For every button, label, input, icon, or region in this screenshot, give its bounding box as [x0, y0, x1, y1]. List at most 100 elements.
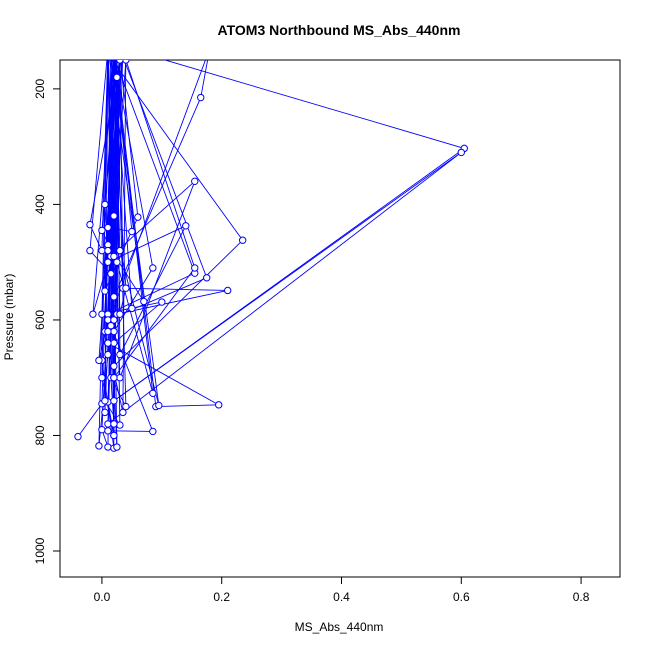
data-point: [107, 270, 115, 278]
series-segment: [89, 60, 108, 251]
series-segment: [104, 60, 206, 332]
x-tick-label: 0.4: [333, 590, 350, 604]
x-axis-label: MS_Abs_440nm: [295, 620, 384, 634]
data-point: [110, 293, 118, 301]
data-point: [457, 148, 465, 157]
data-point: [104, 246, 112, 255]
data-point: [116, 60, 124, 64]
data-point: [104, 350, 112, 359]
series-segment: [114, 60, 196, 274]
series-lines: [77, 60, 465, 449]
series-segment: [111, 60, 244, 241]
data-point: [158, 298, 166, 306]
data-point: [128, 227, 136, 236]
series-segment: [113, 239, 243, 367]
series-segment: [116, 290, 228, 315]
series-segment: [107, 342, 219, 406]
data-point: [104, 443, 112, 451]
series-segment: [114, 60, 154, 269]
data-point: [110, 316, 118, 324]
data-point: [191, 177, 199, 186]
series-segment: [107, 152, 462, 425]
data-point: [122, 402, 130, 411]
data-point: [113, 258, 121, 266]
series-segment: [119, 250, 160, 406]
series-segment: [113, 267, 196, 378]
data-point: [134, 213, 142, 221]
data-point: [119, 408, 127, 417]
series-segment: [110, 60, 115, 424]
data-point: [98, 226, 106, 235]
y-tick-label: 1000: [33, 537, 47, 564]
series-segment: [119, 288, 127, 315]
data-point: [86, 246, 94, 255]
data-point: [98, 310, 106, 318]
data-point: [86, 220, 94, 229]
chart-title: ATOM3 Northbound MS_Abs_440nm: [218, 22, 461, 38]
data-point: [122, 60, 130, 64]
series-segment: [113, 60, 133, 309]
series-segment: [107, 272, 195, 315]
series-segment: [116, 262, 154, 394]
data-point: [107, 322, 115, 330]
series-segment: [77, 403, 103, 437]
data-point: [224, 286, 232, 295]
data-point: [74, 432, 82, 441]
data-point: [191, 264, 199, 272]
data-point: [155, 401, 163, 410]
series-segment: [113, 267, 154, 332]
series-segment: [107, 430, 153, 432]
series-segment: [113, 152, 462, 402]
data-point: [215, 401, 223, 409]
data-point: [110, 212, 118, 220]
data-point: [116, 421, 124, 429]
data-point: [110, 374, 118, 382]
series-segment: [122, 287, 228, 291]
data-point: [149, 264, 157, 272]
x-tick-label: 0.0: [94, 590, 111, 604]
x-tick-label: 0.8: [573, 590, 590, 604]
series-segment: [200, 60, 209, 98]
data-point: [104, 258, 112, 266]
y-tick-label: 600: [33, 310, 47, 330]
data-point: [140, 297, 148, 306]
data-point: [98, 374, 106, 382]
series-segment: [107, 60, 115, 332]
y-tick-label: 400: [33, 194, 47, 214]
x-axis: 0.0 0.2 0.4 0.6 0.8: [94, 577, 590, 604]
data-point: [149, 427, 157, 436]
series-segment: [110, 325, 154, 432]
data-point: [110, 252, 118, 261]
data-point: [116, 350, 124, 359]
data-point: [113, 73, 121, 82]
data-point: [128, 304, 136, 313]
x-tick-label: 0.6: [453, 590, 470, 604]
series-segment: [119, 225, 187, 355]
series-segment: [155, 404, 219, 408]
series-segment: [113, 60, 118, 257]
data-point: [110, 397, 118, 405]
data-point: [203, 274, 211, 282]
data-point: [182, 222, 190, 230]
data-point: [101, 287, 109, 295]
data-point: [98, 246, 106, 255]
data-point: [101, 397, 109, 405]
data-point: [110, 431, 118, 440]
y-axis: 200 400 600 800 1000: [33, 79, 60, 564]
data-point: [101, 200, 109, 209]
data-point: [238, 236, 247, 244]
series-segment: [113, 60, 121, 315]
data-point: [110, 420, 118, 428]
y-tick-label: 200: [33, 79, 47, 99]
data-point: [104, 427, 112, 435]
series-points: [74, 60, 468, 452]
series-segment: [163, 60, 465, 149]
data-point: [104, 420, 112, 428]
data-point: [116, 374, 124, 382]
data-point: [113, 443, 121, 451]
data-point: [95, 442, 103, 450]
data-point: [110, 362, 118, 370]
data-point: [104, 339, 112, 347]
